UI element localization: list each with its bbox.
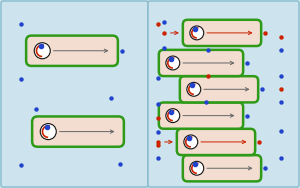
FancyBboxPatch shape [26, 36, 118, 66]
Circle shape [190, 26, 204, 40]
Circle shape [34, 43, 50, 59]
Circle shape [184, 135, 198, 149]
FancyBboxPatch shape [148, 1, 299, 187]
FancyBboxPatch shape [180, 76, 258, 102]
FancyBboxPatch shape [32, 116, 124, 147]
Circle shape [190, 161, 204, 175]
FancyBboxPatch shape [159, 102, 243, 129]
FancyBboxPatch shape [183, 155, 261, 181]
Circle shape [187, 82, 201, 96]
FancyBboxPatch shape [1, 1, 148, 187]
FancyBboxPatch shape [183, 20, 261, 46]
FancyBboxPatch shape [159, 50, 243, 76]
Circle shape [166, 56, 180, 70]
Circle shape [166, 109, 180, 123]
Circle shape [40, 124, 56, 140]
FancyBboxPatch shape [177, 129, 255, 155]
